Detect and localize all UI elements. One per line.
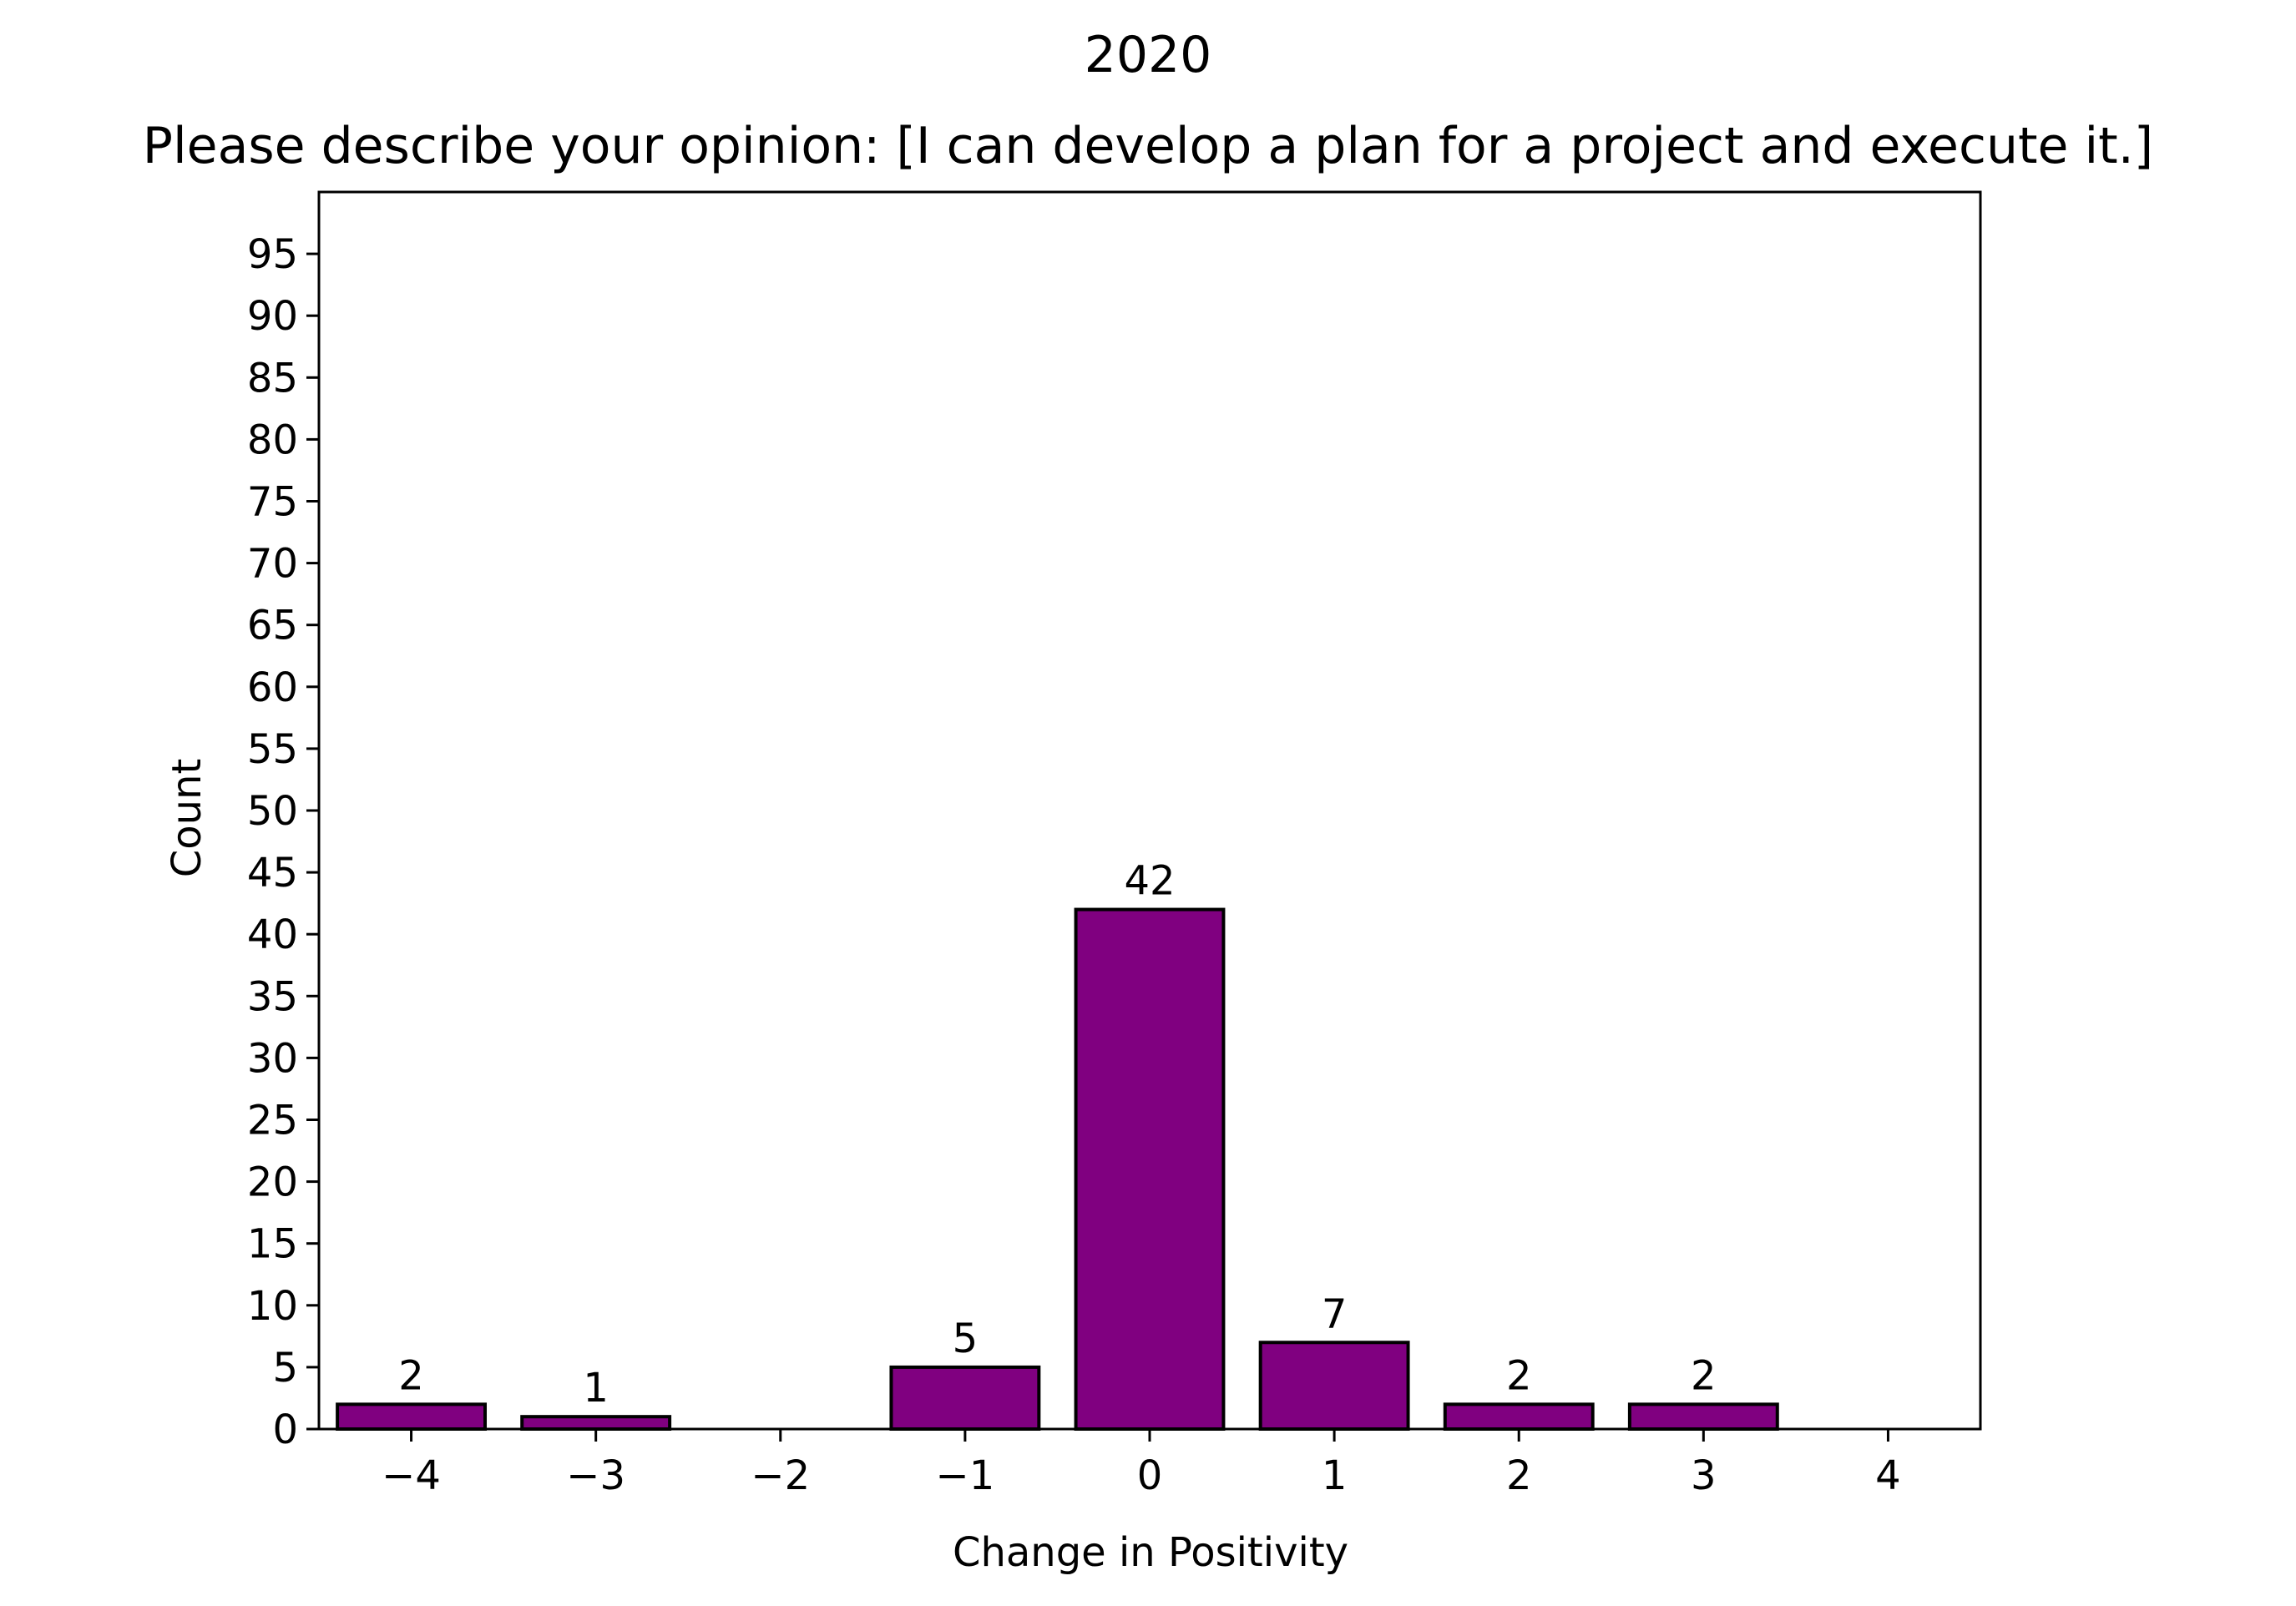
y-tick-label: 75 [247,479,298,526]
x-tick-label: −3 [566,1452,625,1499]
x-tick-label: −4 [382,1452,441,1499]
y-tick-label: 20 [247,1159,298,1206]
bar [1627,1402,1779,1431]
bar-value-label: 2 [1506,1352,1532,1399]
y-tick-label: 80 [247,417,298,463]
y-tick-label: 55 [247,726,298,773]
x-tick-label: 3 [1691,1452,1717,1499]
y-tick-label: 0 [272,1407,298,1453]
x-tick-label: 4 [1875,1452,1901,1499]
bar [889,1365,1041,1432]
bar [1443,1402,1595,1431]
bar-value-label: 2 [1691,1352,1717,1399]
chart-title: Please describe your opinion: [I can dev… [143,117,2153,175]
y-tick-label: 15 [247,1221,298,1268]
y-tick-label: 5 [272,1345,298,1391]
y-axis-label: Count [164,759,210,878]
chart-suptitle: 2020 [1085,26,1212,84]
y-tick-label: 90 [247,293,298,340]
bar-value-label: 7 [1322,1290,1348,1337]
y-tick-label: 25 [247,1098,298,1144]
bar [520,1415,672,1432]
y-tick-label: 40 [247,912,298,958]
x-tick-label: −1 [936,1452,995,1499]
y-tick-label: 95 [247,231,298,278]
x-tick-label: 0 [1137,1452,1163,1499]
y-tick-label: 50 [247,788,298,835]
y-tick-label: 10 [247,1283,298,1330]
y-tick-label: 30 [247,1035,298,1082]
y-tick-label: 65 [247,603,298,649]
y-tick-label: 70 [247,541,298,588]
x-axis-label: Change in Positivity [953,1529,1348,1576]
bar [1074,907,1226,1432]
bar [336,1402,487,1431]
y-tick-label: 85 [247,355,298,402]
x-tick-label: 1 [1322,1452,1348,1499]
bar [1258,1341,1410,1432]
bar-value-label: 1 [583,1365,609,1412]
axes-group: 05101520253035404550556065707580859095−4… [247,190,1982,1499]
bar-value-label: 5 [953,1316,979,1362]
x-tick-label: −2 [751,1452,810,1499]
y-tick-label: 60 [247,664,298,711]
y-tick-label: 45 [247,850,298,896]
x-tick-label: 2 [1506,1452,1532,1499]
bar-value-label: 42 [1124,858,1175,905]
y-tick-label: 35 [247,973,298,1020]
bar-value-label: 2 [398,1352,424,1399]
bars-group: 2 1 5 42 7 2 2 [336,858,1779,1432]
